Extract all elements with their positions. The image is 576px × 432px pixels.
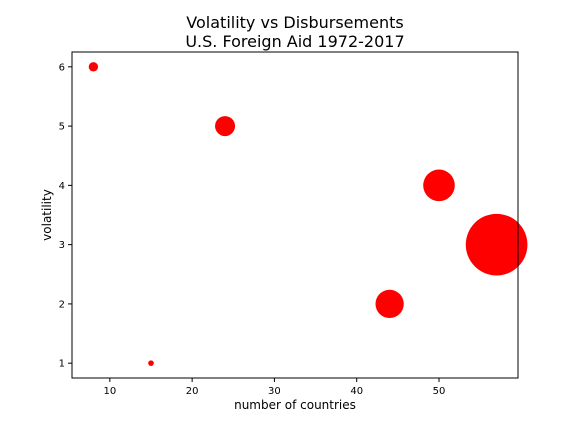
chart-title-line-1: Volatility vs Disbursements: [186, 13, 403, 32]
data-point-6: [148, 360, 154, 367]
y-tick-label: 2: [59, 299, 65, 310]
y-tick-label: 3: [59, 240, 65, 251]
y-tick-label: 1: [59, 359, 65, 370]
x-axis-label: number of countries: [234, 398, 356, 412]
x-axis: 10 20 30 40 50: [103, 378, 445, 397]
y-axis-label: volatility: [40, 189, 54, 241]
x-tick-label: 10: [103, 386, 116, 397]
chart-title-line-2: U.S. Foreign Aid 1972-2017: [185, 32, 404, 51]
data-point-5: [375, 289, 404, 319]
x-tick-label: 50: [433, 386, 446, 397]
data-point-2: [215, 116, 236, 137]
data-point-4: [465, 213, 528, 276]
x-tick-label: 20: [186, 386, 199, 397]
x-tick-label: 40: [350, 386, 363, 397]
x-tick-label: 30: [268, 386, 281, 397]
y-axis: 1 2 3 4 5 6: [59, 62, 72, 370]
data-point-1: [88, 62, 99, 72]
plot-area: [88, 62, 528, 367]
y-tick-label: 5: [59, 122, 65, 133]
plot-frame: [71, 51, 519, 379]
data-point-3: [423, 169, 455, 202]
y-tick-label: 4: [59, 181, 65, 192]
y-tick-label: 6: [59, 62, 65, 73]
